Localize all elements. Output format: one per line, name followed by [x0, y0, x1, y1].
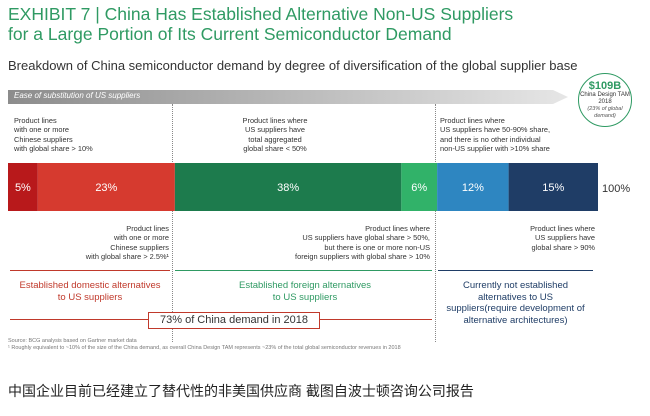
note-line: Chinese suppliers	[14, 134, 73, 144]
tam-sub: (23% of global demand)	[587, 106, 623, 119]
note-line: Product lines where	[242, 116, 308, 125]
bar-segment-label-0: 5%	[15, 182, 31, 194]
category-line: to US suppliers	[57, 291, 123, 303]
bar-segment-0	[8, 163, 38, 211]
note-line: US suppliers have	[245, 125, 305, 135]
note-line: Product lines	[126, 224, 169, 233]
share-of-demand-box: 73% of China demand in 2018	[148, 312, 320, 329]
bar-segment-4	[437, 163, 509, 211]
note-line: global share > 90%	[531, 242, 595, 252]
note-line: total aggregated	[248, 134, 302, 144]
chart-subtitle: Breakdown of China semiconductor demand …	[8, 58, 578, 73]
note-top-left: Product lines with one or more Chinese s…	[14, 116, 169, 153]
bar-segment-label-5: 15%	[542, 182, 564, 194]
note-line: foreign suppliers with global share > 10…	[295, 251, 430, 261]
bar-segment-label-3: 6%	[411, 182, 427, 194]
bar-segment-5	[508, 163, 598, 211]
ease-of-substitution-bar	[8, 90, 568, 104]
bar-segment-label-4: 12%	[462, 182, 484, 194]
note-bottom-right: Product lines where US suppliers have gl…	[470, 224, 595, 252]
bracket-domestic	[10, 270, 170, 271]
tam-badge: $109B China Design TAM 2018 (23% of glob…	[578, 73, 632, 127]
category-line: suppliers(require development of	[446, 303, 585, 314]
exhibit-title-line2: for a Large Portion of Its Current Semic…	[8, 24, 452, 44]
image-caption: 中国企业目前已经建立了替代性的非美国供应商 截图自波士顿咨询公司报告	[8, 383, 474, 399]
bracket-not-established	[438, 270, 593, 271]
note-line: and there is no other individual	[440, 134, 541, 144]
note-line: US suppliers have global share > 50%,	[302, 233, 430, 243]
divider-foreign-not-established	[435, 104, 436, 342]
note-top-mid: Product lines where US suppliers have to…	[200, 116, 350, 153]
category-line: Established domestic alternatives	[19, 280, 161, 291]
bar-segment-2	[174, 163, 402, 211]
note-line: US suppliers have 50-90% share,	[440, 125, 551, 135]
stacked-bar-chart: 5% 23% 38% 6% 12% 15%	[8, 163, 598, 211]
exhibit-title-line1: EXHIBIT 7 | China Has Established Altern…	[8, 4, 514, 24]
note-line: with global share > 2.5%¹	[85, 251, 169, 261]
note-line: with global share > 10%	[14, 143, 93, 153]
tam-label: China Design TAM 2018	[580, 92, 630, 105]
category-line: Established foreign alternatives	[238, 280, 372, 291]
note-line: but there is one or more non-US	[324, 242, 430, 252]
source-line: Source: BCG analysis based on Gartner ma…	[8, 338, 137, 344]
note-bottom-left: Product lines with one or more Chinese s…	[44, 224, 169, 261]
category-line: alternatives to US	[478, 291, 553, 303]
note-line: with one or more	[113, 233, 169, 243]
note-line: Chinese suppliers	[110, 242, 169, 252]
category-not-established: Currently not established alternatives t…	[438, 280, 593, 326]
divider-domestic-foreign	[172, 104, 173, 342]
category-line: to US suppliers	[272, 291, 338, 303]
note-bottom-mid: Product lines where US suppliers have gl…	[260, 224, 430, 261]
category-domestic: Established domestic alternatives to US …	[10, 280, 170, 303]
note-line: with one or more	[14, 125, 70, 135]
source-footnote: Source: BCG analysis based on Gartner ma…	[8, 338, 638, 352]
note-line: Product lines	[14, 116, 57, 125]
bar-segment-1	[37, 163, 175, 211]
footnote-line: ¹ Roughly equivalent to ~10% of the size…	[8, 345, 401, 351]
bracket-foreign	[175, 270, 432, 271]
bar-segment-3	[401, 163, 438, 211]
tam-value: $109B	[588, 80, 622, 92]
note-line: Product lines where	[365, 224, 430, 233]
note-line: Product lines where	[530, 224, 595, 233]
bar-segment-label-2: 38%	[277, 182, 299, 194]
category-line: Currently not established	[462, 280, 569, 291]
total-label: 100%	[602, 183, 631, 195]
note-top-right: Product lines where US suppliers have 50…	[440, 116, 590, 153]
category-line: alternative architectures)	[463, 314, 568, 326]
note-line: Product lines where	[440, 116, 505, 125]
category-foreign: Established foreign alternatives to US s…	[190, 280, 420, 303]
note-line: US suppliers have	[535, 233, 595, 243]
note-line: non-US supplier with >10% share	[440, 143, 550, 153]
ease-of-substitution-label: Ease of substitution of US suppliers	[14, 91, 141, 100]
bar-segment-label-1: 23%	[95, 182, 117, 194]
exhibit-title: EXHIBIT 7 | China Has Established Altern…	[8, 4, 608, 44]
note-line: global share < 50%	[243, 143, 307, 153]
